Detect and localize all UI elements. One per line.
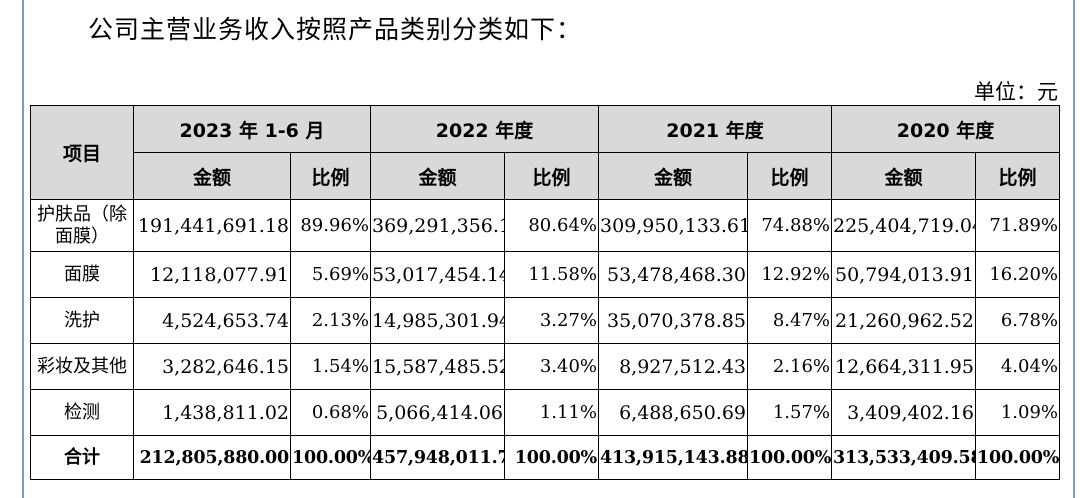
ratio-cell: 3.27% [504, 297, 599, 344]
period-header: 2021 年度 [598, 105, 832, 153]
ratio-cell: 4.04% [975, 343, 1060, 390]
amount-cell: 4,524,653.74 [133, 297, 291, 344]
amount-cell: 21,260,962.52 [831, 297, 976, 344]
total-amount-cell: 457,948,011.78 [370, 435, 505, 480]
revenue-by-product-table: 项目 2023 年 1-6 月 2022 年度 2021 年度 2020 年度 … [30, 105, 1060, 480]
amount-cell: 14,985,301.94 [370, 297, 505, 344]
table-row: 彩妆及其他 3,282,646.15 1.54% 15,587,485.52 3… [30, 343, 1060, 390]
header-row-subheaders: 金额 比例 金额 比例 金额 比例 金额 比例 [31, 152, 1060, 200]
ratio-cell: 3.40% [504, 343, 599, 390]
amount-cell: 191,441,691.18 [133, 199, 291, 252]
row-category: 洗护 [30, 297, 134, 344]
total-ratio-cell: 100.00% [290, 435, 371, 480]
total-ratio-cell: 100.00% [747, 435, 832, 480]
amount-header: 金额 [370, 152, 505, 200]
ratio-cell: 6.78% [975, 297, 1060, 344]
row-category: 检测 [30, 389, 134, 436]
table-row: 检测 1,438,811.02 0.68% 5,066,414.06 1.11%… [30, 389, 1060, 436]
amount-cell: 35,070,378.85 [598, 297, 748, 344]
ratio-cell: 74.88% [747, 199, 832, 252]
ratio-header: 比例 [747, 152, 832, 200]
ratio-cell: 8.47% [747, 297, 832, 344]
ratio-cell: 5.69% [290, 251, 371, 298]
total-ratio-cell: 100.00% [504, 435, 599, 480]
total-amount-cell: 313,533,409.58 [831, 435, 976, 480]
ratio-cell: 1.11% [504, 389, 599, 436]
period-header: 2022 年度 [370, 105, 599, 153]
table-row: 洗护 4,524,653.74 2.13% 14,985,301.94 3.27… [30, 297, 1060, 344]
ratio-cell: 2.13% [290, 297, 371, 344]
table-row: 护肤品（除面膜） 191,441,691.18 89.96% 369,291,3… [30, 199, 1060, 252]
amount-cell: 6,488,650.69 [598, 389, 748, 436]
amount-cell: 12,664,311.95 [831, 343, 976, 390]
total-amount-cell: 212,805,880.00 [133, 435, 291, 480]
amount-cell: 3,409,402.16 [831, 389, 976, 436]
ratio-cell: 0.68% [290, 389, 371, 436]
ratio-header: 比例 [504, 152, 599, 200]
ratio-cell: 2.16% [747, 343, 832, 390]
amount-cell: 369,291,356.12 [370, 199, 505, 252]
ratio-cell: 12.92% [747, 251, 832, 298]
header-row-periods: 项目 2023 年 1-6 月 2022 年度 2021 年度 2020 年度 [30, 105, 1060, 200]
amount-cell: 12,118,077.91 [133, 251, 291, 298]
row-category: 面膜 [30, 251, 134, 298]
total-row: 合计 212,805,880.00 100.00% 457,948,011.78… [30, 435, 1060, 480]
item-header: 项目 [30, 105, 134, 200]
ratio-header: 比例 [290, 152, 371, 200]
row-category: 护肤品（除面膜） [30, 199, 134, 252]
total-label: 合计 [30, 435, 134, 480]
unit-label: 单位：元 [974, 80, 1058, 104]
ratio-cell: 1.09% [975, 389, 1060, 436]
amount-cell: 50,794,013.91 [831, 251, 976, 298]
ratio-header: 比例 [975, 152, 1060, 200]
amount-cell: 53,478,468.30 [598, 251, 748, 298]
ratio-cell: 1.57% [747, 389, 832, 436]
page-border-right [1073, 0, 1075, 498]
amount-header: 金额 [598, 152, 748, 200]
ratio-cell: 11.58% [504, 251, 599, 298]
period-header: 2023 年 1-6 月 [133, 105, 371, 153]
total-amount-cell: 413,915,143.88 [598, 435, 748, 480]
ratio-cell: 1.54% [290, 343, 371, 390]
ratio-cell: 71.89% [975, 199, 1060, 252]
amount-cell: 15,587,485.52 [370, 343, 505, 390]
period-header: 2020 年度 [831, 105, 1060, 153]
page-border-left [22, 0, 24, 498]
amount-header: 金额 [133, 152, 291, 200]
ratio-cell: 89.96% [290, 199, 371, 252]
amount-cell: 225,404,719.04 [831, 199, 976, 252]
amount-header: 金额 [831, 152, 976, 200]
intro-text: 公司主营业务收入按照产品类别分类如下： [88, 15, 583, 44]
amount-cell: 1,438,811.02 [133, 389, 291, 436]
amount-cell: 8,927,512.43 [598, 343, 748, 390]
row-category: 彩妆及其他 [30, 343, 134, 390]
total-ratio-cell: 100.00% [975, 435, 1060, 480]
amount-cell: 3,282,646.15 [133, 343, 291, 390]
ratio-cell: 80.64% [504, 199, 599, 252]
amount-cell: 5,066,414.06 [370, 389, 505, 436]
amount-cell: 309,950,133.61 [598, 199, 748, 252]
table-row: 面膜 12,118,077.91 5.69% 53,017,454.14 11.… [30, 251, 1060, 298]
ratio-cell: 16.20% [975, 251, 1060, 298]
amount-cell: 53,017,454.14 [370, 251, 505, 298]
